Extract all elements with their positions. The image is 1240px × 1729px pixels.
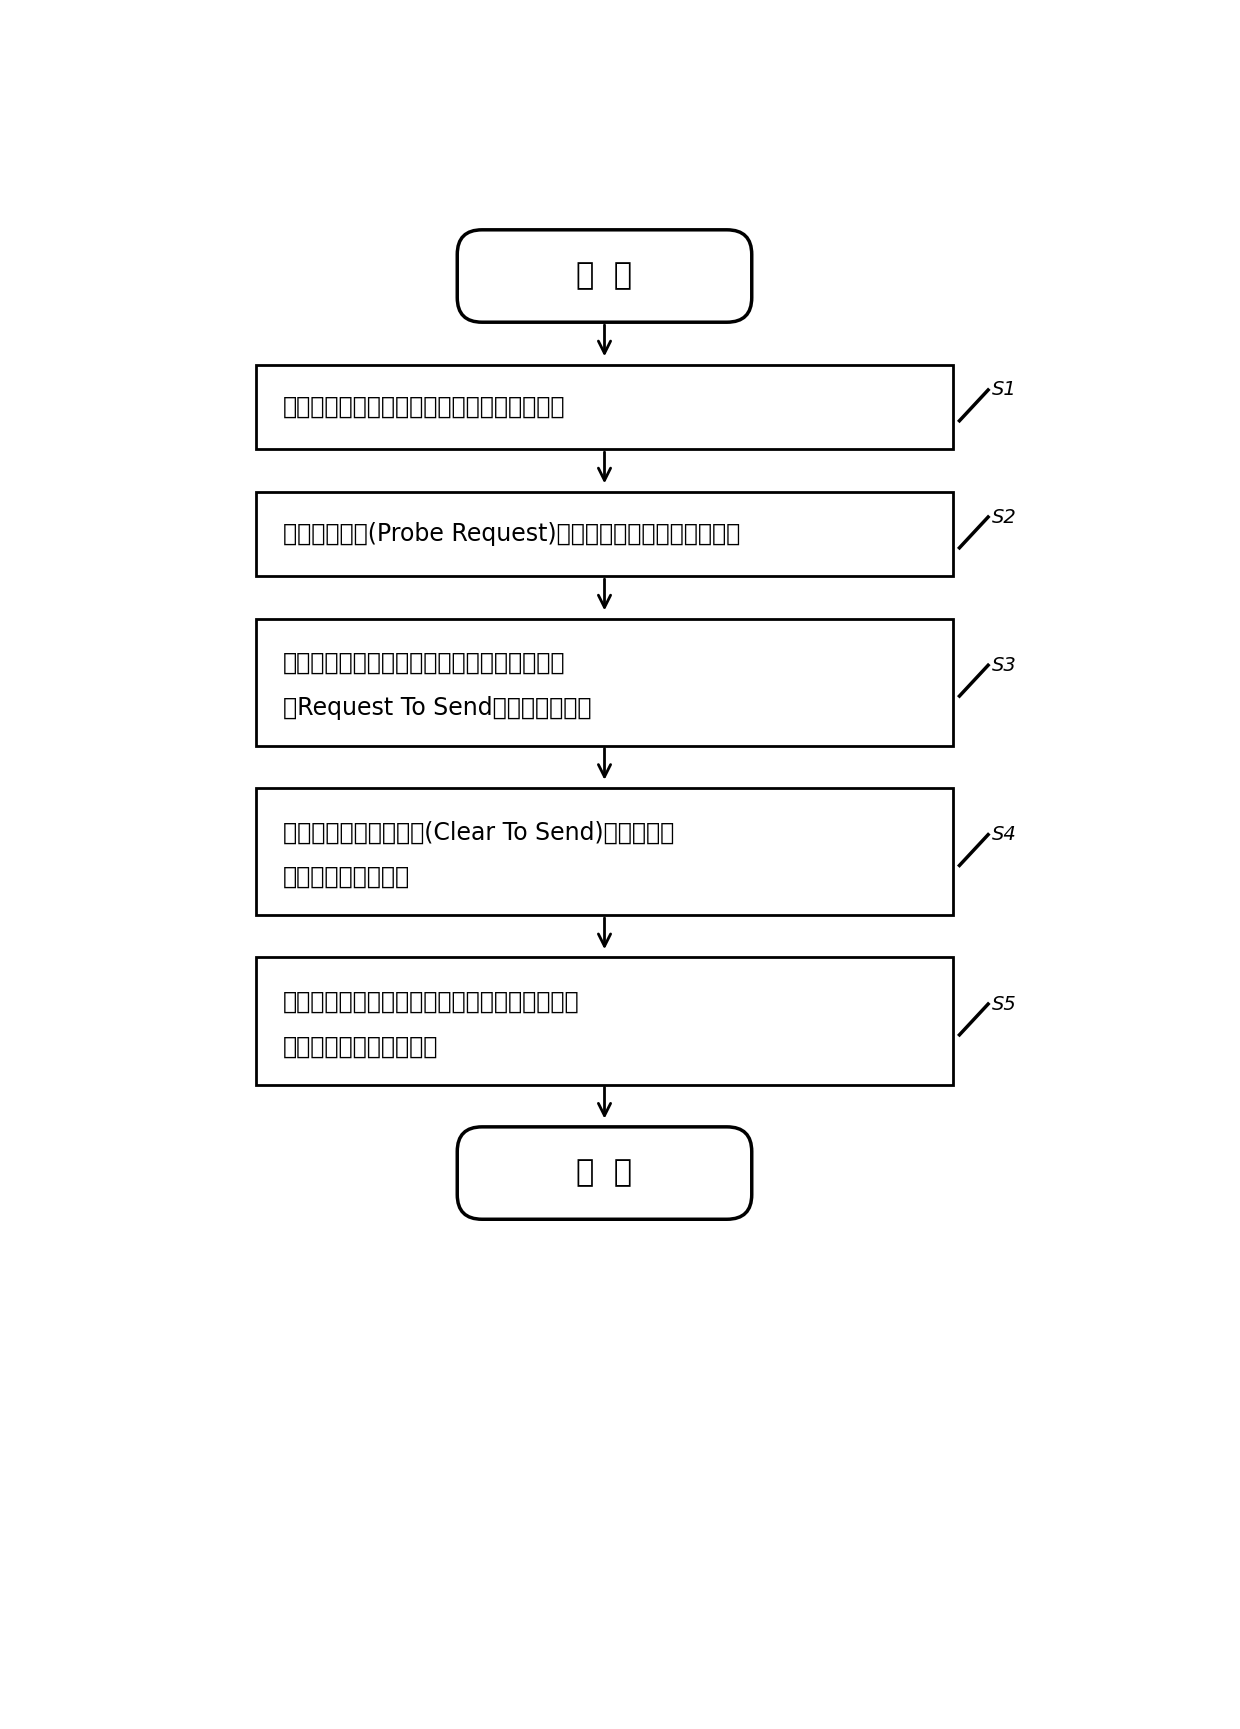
- Text: 向区域内所有目标智能终端设备发送请求发送: 向区域内所有目标智能终端设备发送请求发送: [283, 652, 565, 674]
- Text: 监听探测请求(Probe Request)来探测并跟踪智能终端设备。: 监听探测请求(Probe Request)来探测并跟踪智能终端设备。: [283, 522, 740, 546]
- Bar: [255, 365, 954, 450]
- Text: 通过监听到的允许发送(Clear To Send)控制帧来探: 通过监听到的允许发送(Clear To Send)控制帧来探: [283, 821, 675, 844]
- Text: 开  始: 开 始: [577, 261, 632, 290]
- Text: S3: S3: [992, 655, 1017, 674]
- Bar: [255, 491, 954, 576]
- Text: S4: S4: [992, 825, 1017, 844]
- Text: （Request To Send）控制数据帧。: （Request To Send）控制数据帧。: [283, 695, 591, 719]
- Bar: [255, 958, 954, 1084]
- Text: 测并跟踪智能终端。: 测并跟踪智能终端。: [283, 864, 410, 889]
- FancyBboxPatch shape: [458, 230, 751, 322]
- Text: 结  束: 结 束: [577, 1158, 632, 1188]
- Text: 行追踪定位和轨迹记录。: 行追踪定位和轨迹记录。: [283, 1034, 438, 1058]
- Text: 建立记录所有要追踪的智能终端设备数据库。: 建立记录所有要追踪的智能终端设备数据库。: [283, 394, 565, 418]
- FancyBboxPatch shape: [458, 1127, 751, 1219]
- Text: S1: S1: [992, 380, 1017, 399]
- Text: S2: S2: [992, 508, 1017, 527]
- Bar: [255, 788, 954, 915]
- Text: 记录统计所有被监测的智能终端设备的状态，进: 记录统计所有被监测的智能终端设备的状态，进: [283, 991, 579, 1013]
- Text: S5: S5: [992, 994, 1017, 1013]
- Bar: [255, 619, 954, 745]
